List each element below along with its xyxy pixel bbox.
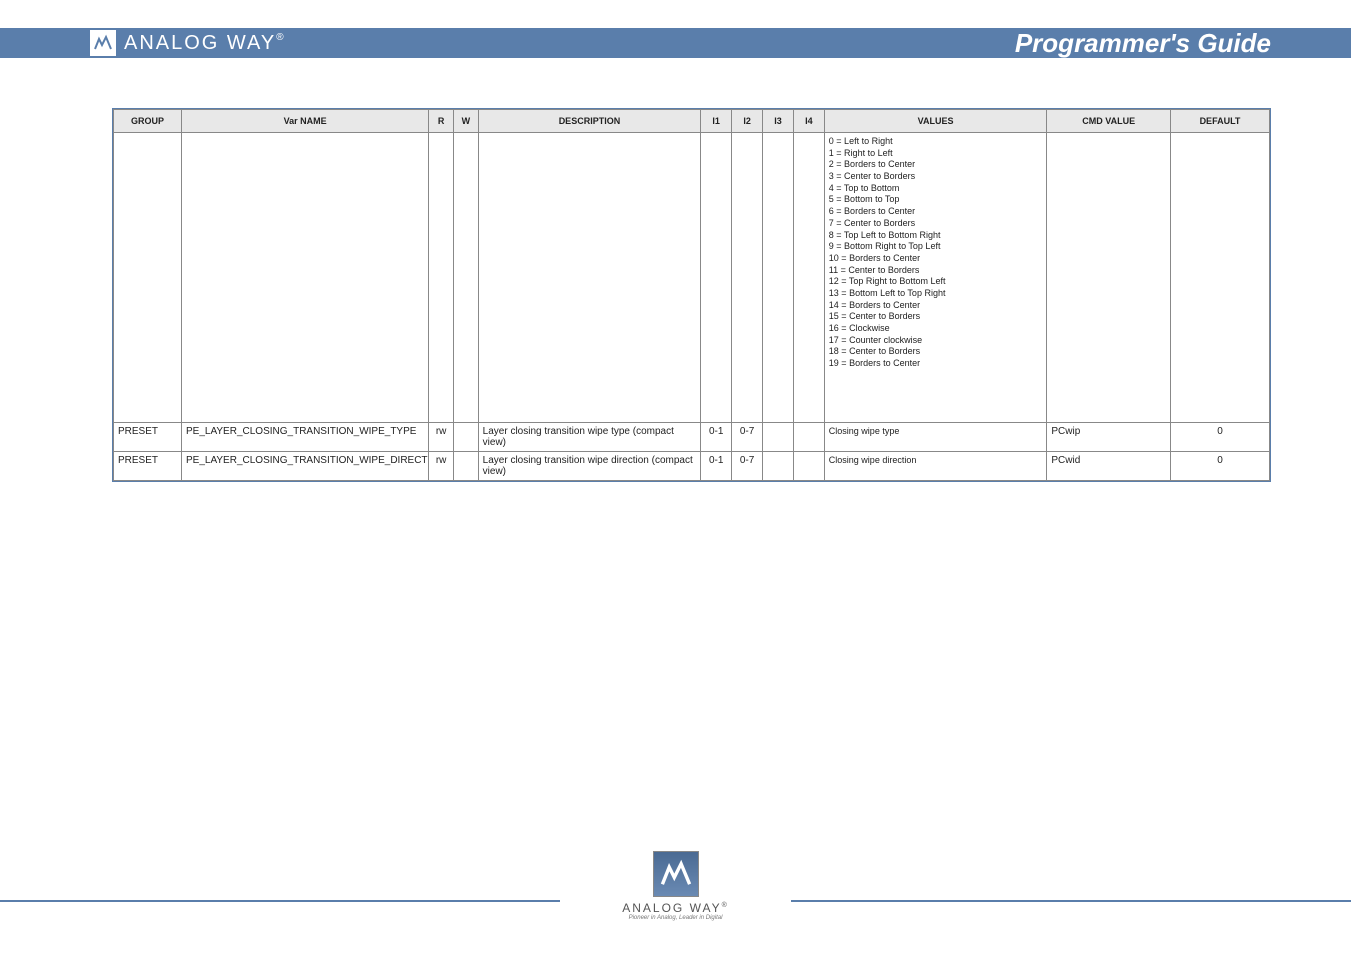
cell: Layer closing transition wipe direction … xyxy=(478,452,701,481)
cell xyxy=(1170,133,1269,423)
col-w: W xyxy=(453,110,478,133)
col-r: R xyxy=(429,110,454,133)
header-bar: ANALOG WAY® Programmer's Guide xyxy=(0,28,1351,58)
cell xyxy=(453,452,478,481)
footer-logo-icon xyxy=(653,851,699,897)
cell: 0-1 xyxy=(701,452,732,481)
col-default: DEFAULT xyxy=(1170,110,1269,133)
cell: PE_LAYER_CLOSING_TRANSITION_WIPE_DIRECTI… xyxy=(182,452,429,481)
cell: Closing wipe type xyxy=(824,423,1047,452)
brand-text: ANALOG WAY® xyxy=(124,32,286,55)
logo-icon xyxy=(90,30,116,56)
cell xyxy=(793,452,824,481)
cell: 0-1 xyxy=(701,423,732,452)
logo: ANALOG WAY® xyxy=(90,30,286,56)
cell: 0-7 xyxy=(732,452,763,481)
cell xyxy=(478,133,701,423)
cell xyxy=(453,133,478,423)
cell: 0 xyxy=(1170,423,1269,452)
cell xyxy=(1047,133,1171,423)
footer-brand: ANALOG WAY® xyxy=(622,901,729,915)
cell xyxy=(732,133,763,423)
reference-table: GROUP Var NAME R W DESCRIPTION I1 I2 I3 … xyxy=(112,108,1271,482)
cell xyxy=(429,133,454,423)
cell xyxy=(793,423,824,452)
col-i2: I2 xyxy=(732,110,763,133)
footer: ANALOG WAY® Pioneer in Analog, Leader in… xyxy=(0,851,1351,924)
col-i1: I1 xyxy=(701,110,732,133)
cell: PRESET xyxy=(114,452,182,481)
cell xyxy=(182,133,429,423)
table-row: PRESETPE_LAYER_CLOSING_TRANSITION_WIPE_D… xyxy=(114,452,1270,481)
footer-tagline: Pioneer in Analog, Leader in Digital xyxy=(622,915,729,921)
cell: rw xyxy=(429,452,454,481)
cell xyxy=(763,423,794,452)
cell: PCwid xyxy=(1047,452,1171,481)
table-row: 0 = Left to Right 1 = Right to Left 2 = … xyxy=(114,133,1270,423)
page-title: Programmer's Guide xyxy=(1015,28,1271,59)
cell xyxy=(114,133,182,423)
cell: Layer closing transition wipe type (comp… xyxy=(478,423,701,452)
cell: PCwip xyxy=(1047,423,1171,452)
cell xyxy=(793,133,824,423)
cell: 0 = Left to Right 1 = Right to Left 2 = … xyxy=(824,133,1047,423)
cell: PRESET xyxy=(114,423,182,452)
cell xyxy=(763,452,794,481)
col-values: VALUES xyxy=(824,110,1047,133)
cell: 0 xyxy=(1170,452,1269,481)
col-i3: I3 xyxy=(763,110,794,133)
cell: PE_LAYER_CLOSING_TRANSITION_WIPE_TYPE xyxy=(182,423,429,452)
cell: 0-7 xyxy=(732,423,763,452)
table-header-row: GROUP Var NAME R W DESCRIPTION I1 I2 I3 … xyxy=(114,110,1270,133)
cell xyxy=(453,423,478,452)
col-group: GROUP xyxy=(114,110,182,133)
col-desc: DESCRIPTION xyxy=(478,110,701,133)
cell xyxy=(763,133,794,423)
col-cmd: CMD VALUE xyxy=(1047,110,1171,133)
cell: Closing wipe direction xyxy=(824,452,1047,481)
table-row: PRESETPE_LAYER_CLOSING_TRANSITION_WIPE_T… xyxy=(114,423,1270,452)
footer-logo: ANALOG WAY® Pioneer in Analog, Leader in… xyxy=(622,851,729,921)
col-name: Var NAME xyxy=(182,110,429,133)
cell xyxy=(701,133,732,423)
cell: rw xyxy=(429,423,454,452)
col-i4: I4 xyxy=(793,110,824,133)
